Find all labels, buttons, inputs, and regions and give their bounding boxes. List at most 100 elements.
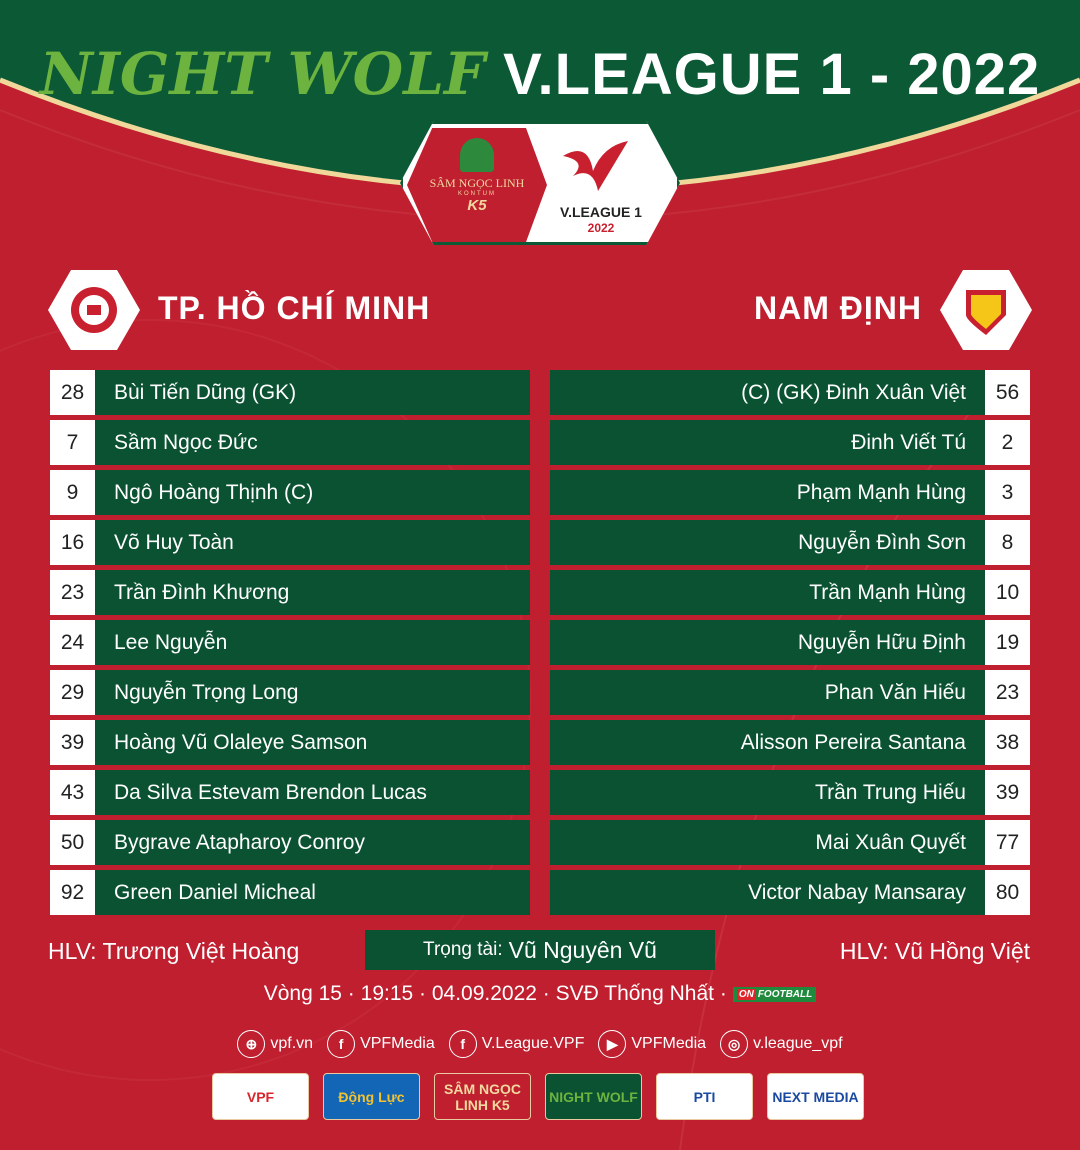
player-row: 39 Hoàng Vũ Olaleye Samson — [50, 720, 530, 765]
page-title: NIGHT WOLF V.LEAGUE 1 - 2022 — [39, 40, 1041, 108]
player-number: 39 — [50, 720, 95, 765]
player-name: Sầm Ngọc Đức — [95, 420, 530, 465]
player-number: 43 — [50, 770, 95, 815]
player-number: 29 — [50, 670, 95, 715]
player-row: Nguyễn Hữu Định 19 — [550, 620, 1030, 665]
player-row: Nguyễn Đình Sơn 8 — [550, 520, 1030, 565]
instagram-icon: ◎ — [720, 1030, 749, 1058]
player-number: 23 — [50, 570, 95, 615]
player-row: Mai Xuân Quyết 77 — [550, 820, 1030, 865]
player-name: Lee Nguyễn — [95, 620, 530, 665]
player-name: Alisson Pereira Santana — [550, 720, 985, 765]
player-number: 50 — [50, 820, 95, 865]
player-name: Da Silva Estevam Brendon Lucas — [95, 770, 530, 815]
player-row: 92 Green Daniel Micheal — [50, 870, 530, 915]
player-number: 80 — [985, 870, 1030, 915]
player-name: Đinh Viết Tú — [550, 420, 985, 465]
player-name: Mai Xuân Quyết — [550, 820, 985, 865]
home-team-logo — [48, 270, 140, 350]
globe-icon: ⊕ — [237, 1030, 266, 1058]
league-badge: SÂM NGỌC LINH KONTUM K5 V.LEAGUE 1 2022 — [400, 121, 680, 245]
home-coach: HLV: Trương Việt Hoàng — [48, 938, 300, 964]
player-name: Ngô Hoàng Thịnh (C) — [95, 470, 530, 515]
social-links: ⊕ vpf.vn f VPFMedia f V.League.VPF ▶ VPFMedia ◎ v… — [0, 1030, 1080, 1058]
player-number: 2 — [985, 420, 1030, 465]
player-name: (C) (GK) Đinh Xuân Việt — [550, 370, 985, 415]
player-number: 39 — [985, 770, 1030, 815]
player-number: 38 — [985, 720, 1030, 765]
player-name: Phan Văn Hiếu — [550, 670, 985, 715]
player-row: 29 Nguyễn Trọng Long — [50, 670, 530, 715]
referee-box: Trọng tài: Vũ Nguyên Vũ — [365, 930, 715, 970]
player-number: 16 — [50, 520, 95, 565]
player-name: Nguyễn Đình Sơn — [550, 520, 985, 565]
player-number: 24 — [50, 620, 95, 665]
player-name: Trần Trung Hiếu — [550, 770, 985, 815]
player-row: Trần Mạnh Hùng 10 — [550, 570, 1030, 615]
player-name: Victor Nabay Mansaray — [550, 870, 985, 915]
player-name: Trần Mạnh Hùng — [550, 570, 985, 615]
player-row: 24 Lee Nguyễn — [50, 620, 530, 665]
player-name: Phạm Mạnh Hùng — [550, 470, 985, 515]
player-row: (C) (GK) Đinh Xuân Việt 56 — [550, 370, 1030, 415]
sponsor-logo: PTI — [656, 1073, 753, 1120]
social-link[interactable]: ▶ VPFMedia — [598, 1030, 706, 1058]
social-link[interactable]: ⊕ vpf.vn — [237, 1030, 313, 1058]
facebook-icon: f — [327, 1030, 356, 1058]
player-number: 3 — [985, 470, 1030, 515]
player-name: Green Daniel Micheal — [95, 870, 530, 915]
player-row: 7 Sầm Ngọc Đức — [50, 420, 530, 465]
social-label: V.League.VPF — [481, 1035, 585, 1052]
player-row: Phan Văn Hiếu 23 — [550, 670, 1030, 715]
player-row: Victor Nabay Mansaray 80 — [550, 870, 1030, 915]
player-name: Nguyễn Trọng Long — [95, 670, 530, 715]
vleague-logo-icon — [563, 141, 628, 191]
away-coach: HLV: Vũ Hồng Việt — [839, 938, 1030, 964]
player-row: 43 Da Silva Estevam Brendon Lucas — [50, 770, 530, 815]
player-number: 19 — [985, 620, 1030, 665]
social-label: v.league_vpf — [753, 1035, 843, 1052]
player-row: Phạm Mạnh Hùng 3 — [550, 470, 1030, 515]
player-number: 8 — [985, 520, 1030, 565]
player-number: 56 — [985, 370, 1030, 415]
player-number: 77 — [985, 820, 1030, 865]
away-team-name: NAM ĐỊNH — [754, 290, 922, 326]
facebook-icon: f — [448, 1030, 477, 1058]
player-row: Trần Trung Hiếu 39 — [550, 770, 1030, 815]
ginseng-flower-icon — [460, 138, 494, 172]
player-name: Võ Huy Toàn — [95, 520, 530, 565]
social-label: vpf.vn — [270, 1035, 314, 1052]
player-name: Nguyễn Hữu Định — [550, 620, 985, 665]
player-row: 50 Bygrave Atapharoy Conroy — [50, 820, 530, 865]
sponsor-logos: VPF Động Lực SÂM NGỌC LINH K5 NIGHT WOLF PTI… — [212, 1073, 864, 1120]
sponsor-logo: Động Lực — [323, 1073, 420, 1120]
home-team-name: TP. HỒ CHÍ MINH — [158, 290, 431, 326]
player-name: Hoàng Vũ Olaleye Samson — [95, 720, 530, 765]
player-row: 23 Trần Đình Khương — [50, 570, 530, 615]
player-number: 7 — [50, 420, 95, 465]
player-row: Đinh Viết Tú 2 — [550, 420, 1030, 465]
player-number: 28 — [50, 370, 95, 415]
player-row: Alisson Pereira Santana 38 — [550, 720, 1030, 765]
player-name: Bùi Tiến Dũng (GK) — [95, 370, 530, 415]
player-number: 9 — [50, 470, 95, 515]
youtube-icon: ▶ — [598, 1030, 627, 1058]
sponsor-logo: SÂM NGỌC LINH K5 — [434, 1073, 531, 1120]
player-number: 10 — [985, 570, 1030, 615]
sponsor-logo: VPF — [212, 1073, 309, 1120]
player-row: 16 Võ Huy Toàn — [50, 520, 530, 565]
social-link[interactable]: f VPFMedia — [327, 1030, 435, 1058]
sponsor-logo: NEXT MEDIA — [767, 1073, 864, 1120]
social-link[interactable]: ◎ v.league_vpf — [720, 1030, 843, 1058]
social-label: VPFMedia — [360, 1035, 435, 1052]
social-label: VPFMedia — [631, 1035, 707, 1052]
broadcaster-logo: ON FOOTBALL — [732, 986, 817, 1002]
sponsor-logo: NIGHT WOLF — [545, 1073, 642, 1120]
player-name: Bygrave Atapharoy Conroy — [95, 820, 530, 865]
player-row: 9 Ngô Hoàng Thịnh (C) — [50, 470, 530, 515]
match-info: Vòng 15 · 19:15 · 04.09.2022 · SVĐ Thống… — [0, 982, 1080, 1006]
player-number: 92 — [50, 870, 95, 915]
social-link[interactable]: f V.League.VPF — [448, 1030, 585, 1058]
player-number: 23 — [985, 670, 1030, 715]
player-row: 28 Bùi Tiến Dũng (GK) — [50, 370, 530, 415]
